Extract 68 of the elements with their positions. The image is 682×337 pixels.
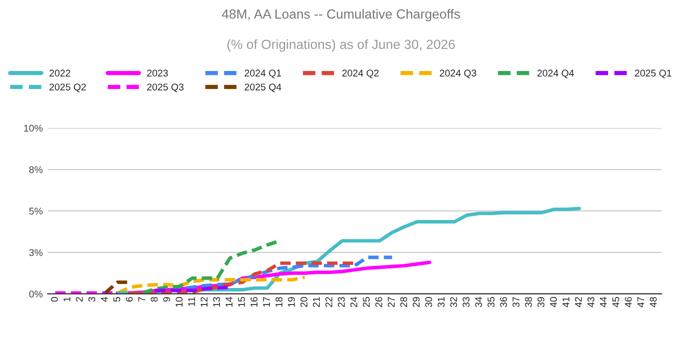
legend-label: 2025 Q3 [147, 84, 184, 92]
x-tick-label: 38 [525, 297, 532, 308]
x-tick-label: 10 [176, 297, 183, 307]
x-tick-label: 37 [512, 297, 520, 308]
legend-label: 2023 [147, 70, 168, 77]
y-tick-label: 8% [29, 166, 43, 174]
x-tick-label: 41 [562, 297, 570, 308]
chart-subtitle: (% of Originations) as of June 30, 2026 [227, 39, 455, 52]
x-tick-label: 3 [88, 297, 96, 302]
x-tick-label: 47 [637, 297, 644, 308]
legend-label: 2025 Q1 [635, 70, 672, 78]
x-tick-label: 22 [325, 297, 332, 307]
x-tick-label: 33 [462, 297, 470, 308]
legend-label: 2024 Q1 [244, 70, 282, 78]
x-tick-label: 14 [226, 296, 232, 307]
chart-title: 48M, AA Loans -- Cumulative Chargeoffs [222, 9, 460, 22]
y-tick-label: 0% [29, 290, 43, 298]
x-tick-label: 18 [276, 297, 282, 307]
x-tick-label: 2 [76, 297, 83, 302]
x-tick-label: 32 [450, 297, 458, 308]
x-tick-label: 44 [600, 296, 607, 308]
legend-label: 2024 Q4 [537, 70, 574, 78]
x-tick-label: 16 [250, 297, 258, 307]
x-tick-label: 6 [126, 297, 133, 302]
x-tick-label: 13 [213, 297, 220, 307]
x-tick-label: 40 [550, 297, 557, 308]
legend-label: 2024 Q2 [342, 70, 379, 78]
y-tick-label: 3% [29, 249, 43, 256]
x-tick-label: 11 [188, 297, 195, 306]
legend-label: 2025 Q4 [244, 84, 282, 92]
x-tick-label: 24 [350, 296, 358, 307]
x-tick-label: 17 [263, 297, 270, 307]
x-tick-label: 28 [400, 297, 408, 307]
x-tick-label: 30 [425, 297, 432, 308]
x-tick-label: 48 [650, 297, 657, 308]
x-tick-label: 34 [475, 296, 482, 308]
legend-label: 2024 Q3 [440, 70, 476, 78]
x-tick-label: 21 [312, 297, 320, 307]
x-tick-label: 0 [50, 297, 58, 302]
line-series [153, 256, 394, 294]
x-tick-label: 23 [338, 297, 345, 307]
y-tick-label: 10% [24, 124, 43, 132]
x-tick-label: 8 [150, 297, 158, 302]
x-tick-label: 26 [375, 297, 382, 307]
x-tick-label: 1 [64, 297, 70, 302]
x-tick-label: 29 [412, 297, 420, 307]
x-tick-label: 12 [200, 297, 208, 307]
x-tick-label: 9 [163, 297, 170, 302]
x-tick-label: 31 [438, 297, 445, 308]
x-tick-label: 25 [362, 297, 370, 307]
x-tick-label: 7 [138, 297, 146, 302]
y-tick-label: 5% [29, 208, 43, 215]
x-tick-label: 35 [488, 297, 494, 308]
x-tick-label: 19 [288, 297, 295, 307]
x-tick-label: 27 [388, 297, 395, 307]
legend-label: 2025 Q2 [50, 84, 86, 92]
x-tick-label: 46 [624, 297, 632, 308]
x-tick-label: 45 [612, 297, 620, 308]
legend-label: 2022 [50, 70, 70, 77]
x-tick-label: 4 [100, 296, 108, 302]
line-series [116, 276, 306, 294]
x-tick-label: 42 [574, 297, 582, 308]
x-tick-label: 5 [113, 297, 120, 302]
x-tick-label: 39 [538, 297, 544, 308]
x-tick-label: 43 [587, 297, 594, 308]
x-tick-label: 36 [500, 297, 507, 308]
x-tick-label: 20 [300, 297, 308, 307]
x-tick-label: 15 [238, 297, 245, 307]
